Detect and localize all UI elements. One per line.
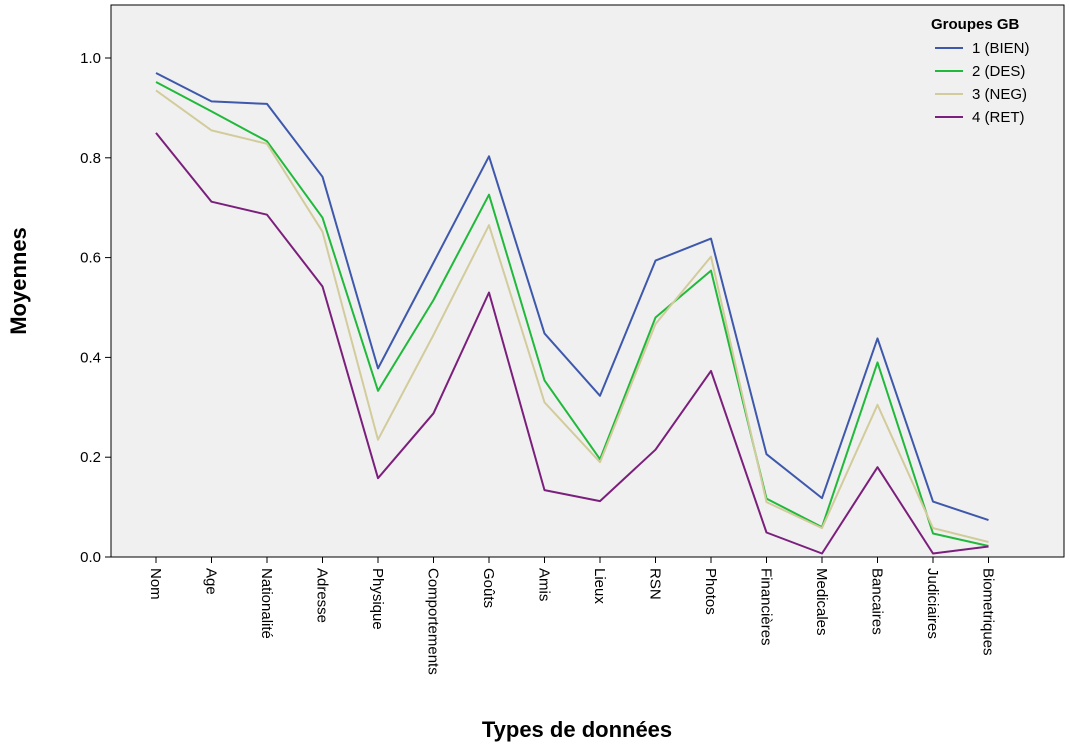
x-tick-label: Financières [758,568,775,646]
x-tick-label: Goûts [480,568,497,608]
x-tick-label: Physique [369,568,386,630]
x-tick-label: Comportements [425,568,442,675]
series-lines [155,72,989,555]
x-tick-label: RSN [647,568,664,600]
y-axis: 0.0 0.2 0.4 0.6 0.8 1.0 [80,50,111,566]
x-tick-label: Nom [147,568,164,600]
y-tick-label: 0.4 [80,349,101,366]
x-tick-label: Adresse [314,568,331,623]
y-tick-label: 1.0 [80,50,101,67]
series-line-1 [155,72,989,522]
series-line-4 [155,132,989,555]
y-tick-label: 0.8 [80,150,101,167]
series-line-3 [155,89,989,543]
y-tick-label: 0.2 [80,449,101,466]
legend: Groupes GB 1 (BIEN) 2 (DES) 3 (NEG) 4 (RET) [931,16,1030,126]
x-tick-label: Bancaires [869,568,886,635]
y-tick-label: 0.0 [80,549,101,566]
x-tick-label: Lieux [591,568,608,604]
legend-label: 4 (RET) [972,109,1025,126]
x-tick-label: Biometriques [980,568,997,656]
y-axis-title: Moyennes [6,227,31,335]
x-tick-label: Medicales [813,568,830,636]
legend-label: 2 (DES) [972,63,1025,80]
legend-label: 3 (NEG) [972,86,1027,103]
series-line-2 [155,81,989,547]
x-tick-label: Amis [536,568,553,601]
x-axis-title: Types de données [482,717,672,742]
x-tick-label: Judiciaires [924,568,941,639]
x-tick-label: Photos [702,568,719,615]
x-tick-label: Nationalité [258,568,275,639]
x-axis: Nom Age Nationalité Adresse Physique Comporte… [147,557,997,675]
plot-area [110,4,1065,558]
x-tick-label: Age [203,568,220,595]
y-tick-label: 0.6 [80,250,101,267]
legend-label: 1 (BIEN) [972,40,1030,57]
legend-title: Groupes GB [931,16,1020,33]
